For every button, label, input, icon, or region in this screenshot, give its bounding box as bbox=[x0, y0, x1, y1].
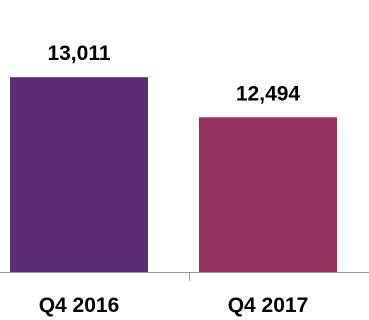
value-labels-group: 13,011 12,494 bbox=[47, 42, 300, 105]
category-label-q4-2016: Q4 2016 bbox=[39, 294, 120, 317]
data-label-q4-2016: 13,011 bbox=[47, 42, 110, 65]
data-label-q4-2017: 12,494 bbox=[236, 82, 301, 105]
bar-q4-2016 bbox=[10, 77, 148, 273]
bar-q4-2017 bbox=[199, 117, 337, 272]
bars-group bbox=[10, 77, 337, 273]
category-labels-group: Q4 2016 Q4 2017 bbox=[39, 294, 309, 317]
category-label-q4-2017: Q4 2017 bbox=[228, 294, 309, 317]
